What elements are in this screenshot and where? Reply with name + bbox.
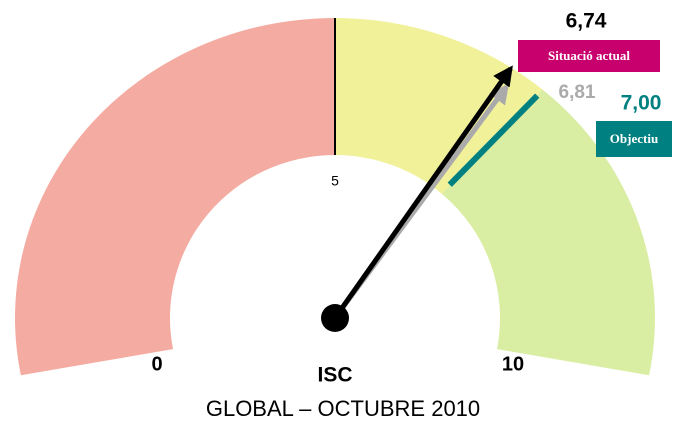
needle-hub (321, 304, 349, 332)
chart-subtitle: GLOBAL – OCTUBRE 2010 (206, 396, 480, 421)
marks (321, 65, 540, 332)
gauge-band (14, 18, 335, 376)
target-line (447, 93, 540, 187)
target-box (596, 121, 672, 157)
gauge-band (441, 89, 656, 376)
chart-title: ISC (317, 364, 352, 387)
tick-label: 10 (502, 353, 524, 375)
tick-label: 5 (331, 173, 339, 189)
legend-label: Situació actual (548, 48, 630, 63)
target-name: Objectiu (610, 131, 658, 146)
target-label: 7,00 (621, 92, 662, 115)
value-label: 6,81 (559, 82, 596, 103)
gauge-band (335, 18, 543, 194)
needle (332, 65, 513, 320)
legend-box (518, 40, 660, 72)
bands (14, 18, 656, 376)
value-label: 6,74 (566, 10, 607, 33)
tick-label: 0 (151, 353, 162, 375)
